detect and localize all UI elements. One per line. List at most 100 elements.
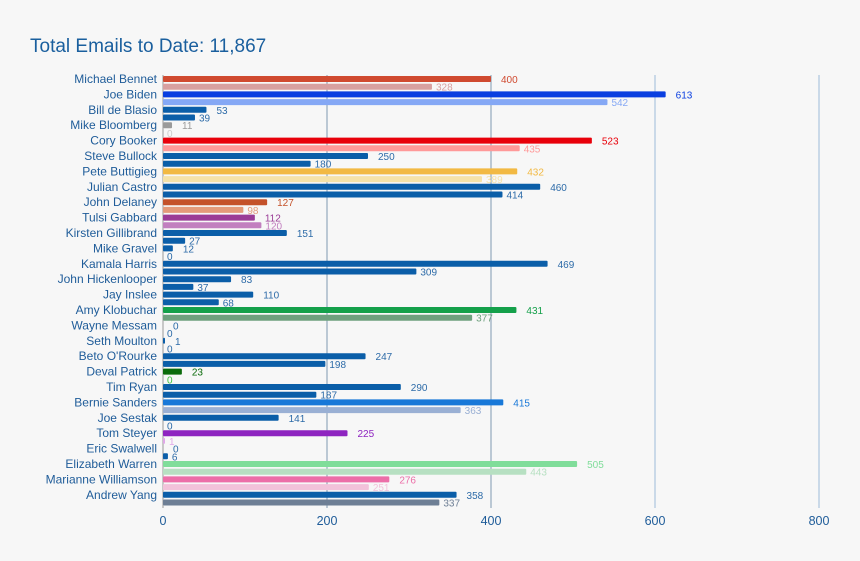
- category-label: Jay Inslee: [103, 288, 157, 302]
- bar: [163, 360, 326, 367]
- data-label: 443: [530, 468, 547, 479]
- data-label: 0: [167, 329, 173, 340]
- x-tick-label: 400: [481, 514, 502, 528]
- bar: [163, 337, 165, 344]
- data-label: 0: [167, 129, 173, 140]
- bar: [163, 430, 348, 437]
- data-label: 414: [506, 191, 523, 202]
- data-label: 127: [277, 198, 294, 209]
- data-label: 247: [376, 352, 393, 363]
- bar: [163, 476, 390, 483]
- category-label: Tom Steyer: [96, 426, 157, 440]
- category-label: Tim Ryan: [106, 380, 157, 394]
- data-label: 290: [411, 383, 428, 394]
- data-label: 415: [513, 398, 530, 409]
- bar: [163, 461, 578, 467]
- bar: [163, 353, 366, 360]
- bar: [163, 291, 254, 298]
- data-label: 337: [443, 499, 460, 510]
- bar: [163, 276, 232, 283]
- data-label: 0: [167, 422, 173, 433]
- data-label: 389: [486, 175, 503, 186]
- bar: [163, 160, 311, 167]
- bar: [163, 106, 207, 113]
- category-label: Julian Castro: [87, 180, 157, 194]
- category-label: Joe Sestak: [98, 411, 158, 425]
- bar: [163, 153, 368, 159]
- bar: [163, 453, 168, 460]
- category-label: Kamala Harris: [81, 257, 157, 271]
- data-label: 23: [192, 368, 204, 379]
- bar: [163, 414, 279, 421]
- data-label: 377: [476, 314, 493, 325]
- category-label: Amy Klobuchar: [76, 303, 157, 317]
- data-label: 141: [289, 414, 306, 425]
- data-label: 187: [320, 391, 337, 402]
- data-label: 613: [676, 90, 693, 101]
- category-label: Kirsten Gillibrand: [66, 226, 157, 240]
- data-label: 0: [167, 252, 173, 263]
- data-label: 276: [399, 475, 416, 486]
- data-label: 120: [265, 221, 282, 232]
- data-label: 110: [263, 291, 279, 302]
- category-label: Deval Patrick: [86, 365, 158, 379]
- data-label: 435: [524, 144, 541, 155]
- data-label: 198: [329, 360, 346, 371]
- chart-title: Total Emails to Date: 11,867: [30, 36, 267, 57]
- data-label: 37: [197, 283, 209, 294]
- bar: [163, 206, 244, 213]
- bar: [163, 437, 165, 444]
- bar: [163, 237, 186, 244]
- bar: [163, 191, 503, 198]
- bar: [163, 91, 666, 98]
- data-label: 328: [436, 83, 453, 94]
- data-label: 469: [558, 260, 575, 271]
- data-label: 523: [602, 137, 619, 148]
- category-label: Wayne Messam: [71, 318, 157, 332]
- category-label: Marianne Williamson: [46, 472, 157, 486]
- data-label: 12: [183, 244, 195, 255]
- bar: [163, 268, 417, 275]
- bar: [163, 384, 401, 390]
- category-label: Andrew Yang: [86, 488, 157, 502]
- data-label: 0: [173, 321, 179, 332]
- category-label: Eric Swalwell: [86, 442, 157, 456]
- data-label: 363: [465, 406, 482, 417]
- bar: [163, 176, 482, 183]
- data-label: 0: [167, 345, 173, 356]
- data-label: 309: [420, 268, 437, 279]
- bar: [163, 399, 504, 406]
- x-tick-label: 800: [809, 514, 830, 528]
- x-tick-label: 0: [160, 514, 167, 528]
- bar: [163, 299, 219, 306]
- x-tick-label: 600: [645, 514, 666, 528]
- bar: [163, 391, 317, 398]
- data-label: 98: [247, 206, 259, 217]
- category-label: Mike Gravel: [93, 241, 157, 255]
- data-label: 27: [189, 237, 201, 248]
- data-label: 151: [297, 229, 314, 240]
- bar: [163, 368, 182, 375]
- bar: [163, 214, 255, 221]
- bar: [163, 114, 195, 121]
- bar: [163, 76, 491, 82]
- category-label: John Delaney: [84, 195, 157, 209]
- category-label: Elizabeth Warren: [65, 457, 157, 471]
- category-label: Joe Biden: [104, 87, 157, 101]
- data-label: 460: [550, 183, 567, 194]
- data-label: 180: [315, 160, 332, 171]
- data-label: 11: [182, 121, 193, 132]
- bar: [163, 168, 518, 175]
- category-label: Cory Booker: [90, 134, 157, 148]
- bar: [163, 83, 432, 90]
- data-label: 250: [378, 152, 395, 163]
- bar: [163, 230, 287, 236]
- bar: [163, 491, 457, 498]
- bar: [163, 499, 440, 506]
- bar: [163, 245, 173, 252]
- category-label: Mike Bloomberg: [70, 118, 157, 132]
- data-label: 432: [527, 167, 544, 178]
- bar: [163, 314, 473, 321]
- data-label: 225: [358, 429, 375, 440]
